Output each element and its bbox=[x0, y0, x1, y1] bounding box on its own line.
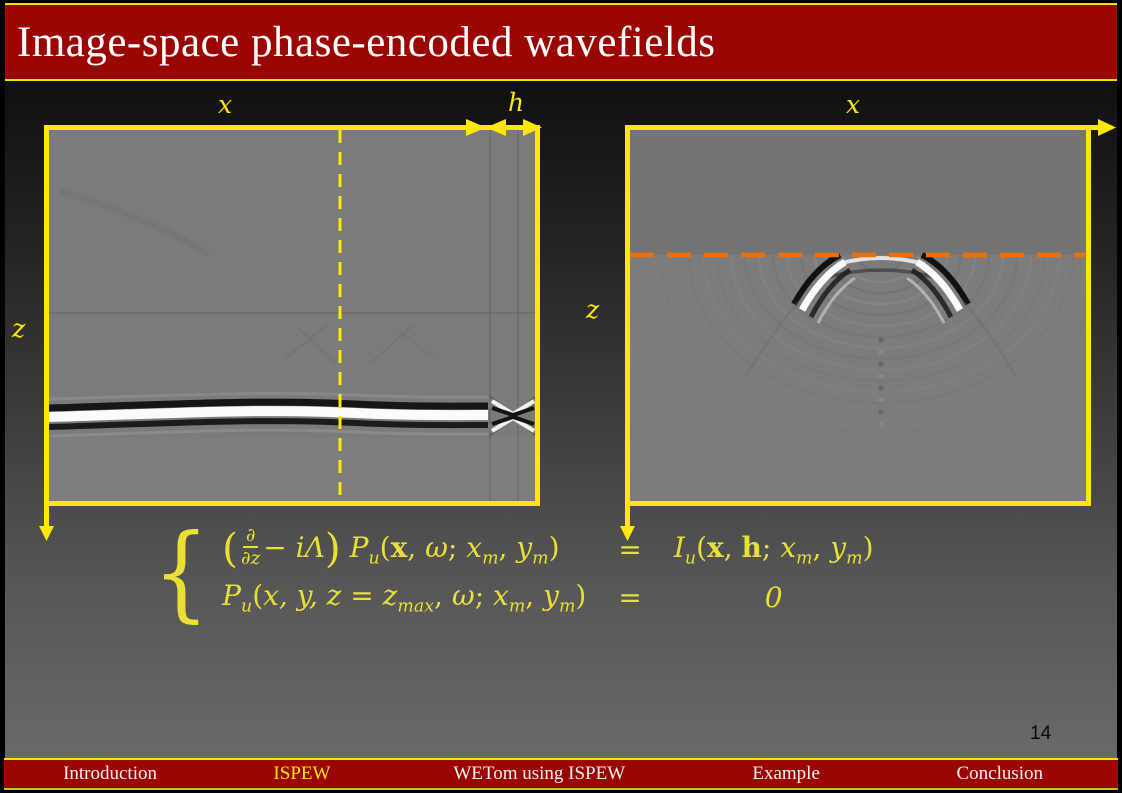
title-bar: Image-space phase-encoded wavefields bbox=[5, 3, 1117, 81]
reflector-event bbox=[48, 392, 489, 438]
equation-line1-equals: = bbox=[618, 532, 642, 566]
h-axis-left-arrowhead bbox=[486, 119, 506, 136]
x-axis-arrowhead bbox=[1098, 119, 1116, 136]
equation-line1-lhs: (∂ ∂z − iΛ) Pu(x, ω; xm, ym) bbox=[222, 523, 560, 572]
slide-title: Image-space phase-encoded wavefields bbox=[17, 18, 716, 66]
left-z-axis-label: z bbox=[12, 314, 26, 343]
equation-line2-lhs: Pu(x, y, z = zmax, ω; xm, ym) bbox=[222, 578, 587, 617]
z-axis-arrowhead bbox=[39, 526, 54, 541]
equation-line2-rhs: 0 bbox=[764, 581, 783, 615]
focus-bowtie bbox=[489, 395, 537, 437]
x-axis-arrowhead bbox=[466, 119, 486, 136]
central-dotted-tail bbox=[878, 337, 884, 427]
strong-wavefront-events bbox=[744, 252, 1018, 377]
left-h-axis-label: h bbox=[508, 88, 525, 117]
left-axis-frame bbox=[39, 119, 542, 541]
footer-item-wetom-using-ispew[interactable]: WETom using ISPEW bbox=[453, 763, 626, 784]
right-x-axis-label: x bbox=[846, 90, 861, 119]
footer-item-ispew[interactable]: ISPEW bbox=[273, 763, 331, 784]
equation-line1-rhs: Iu(x, h; xm, ym) bbox=[673, 530, 874, 569]
left-seismic-image bbox=[48, 130, 537, 501]
right-seismic-image bbox=[630, 130, 1086, 501]
footer-item-conclusion[interactable]: Conclusion bbox=[956, 763, 1044, 784]
equation-brace: { bbox=[152, 511, 210, 633]
right-wavefield-panel bbox=[620, 119, 1116, 541]
right-z-axis-label: z bbox=[586, 295, 600, 324]
footer-item-example[interactable]: Example bbox=[752, 763, 820, 784]
equation-system: { (∂ ∂z − iΛ) Pu(x, ω; xm, ym) = Iu(x, h; … bbox=[148, 511, 874, 633]
left-x-axis-label: x bbox=[218, 90, 233, 119]
wavefront-arcs bbox=[659, 256, 1086, 435]
left-wavefield-panel bbox=[39, 119, 542, 541]
z-axis-arrowhead bbox=[620, 526, 635, 541]
h-axis-right-arrowhead bbox=[523, 119, 542, 136]
footer-nav: Introduction ISPEW WETom using ISPEW Exa… bbox=[4, 758, 1118, 790]
page-number: 14 bbox=[1030, 723, 1052, 744]
footer-item-introduction[interactable]: Introduction bbox=[63, 763, 157, 784]
right-axis-frame bbox=[620, 119, 1116, 541]
equation-line2-equals: = bbox=[618, 581, 642, 615]
